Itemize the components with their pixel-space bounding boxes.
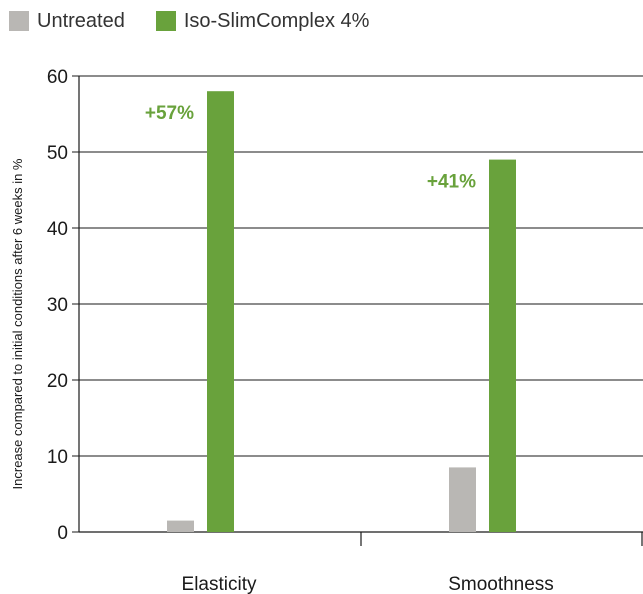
x-category-label-elasticity: Elasticity [182,574,257,594]
legend-label-iso-slimcomplex: Iso-SlimComplex 4% [183,9,370,32]
annotation-smoothness: +41% [427,172,476,193]
chart-legend: Untreated Iso-SlimComplex 4% [9,8,400,34]
y-tick-label-40: 40 [47,219,68,240]
bar-iso-slimcomplex-4-elasticity [207,91,234,532]
legend-item-untreated: Untreated [9,10,125,33]
annotation-elasticity: +57% [145,103,194,124]
legend-item-iso-slimcomplex: Iso-SlimComplex 4% [155,9,370,33]
y-tick-label-10: 10 [47,447,68,468]
legend-label-untreated: Untreated [37,9,125,32]
bar-untreated-smoothness [449,467,476,532]
bar-untreated-elasticity [167,520,194,532]
y-tick-label-20: 20 [47,371,68,392]
y-axis-label: Increase compared to initial conditions … [10,158,25,489]
legend-swatch-iso-slimcomplex [155,11,176,31]
legend-swatch-untreated [9,11,29,31]
y-tick-label-0: 0 [57,523,68,544]
y-tick-label-30: 30 [47,295,68,316]
bar-iso-slimcomplex-4-smoothness [489,159,516,532]
x-category-label-smoothness: Smoothness [448,574,554,594]
y-tick-label-60: 60 [47,67,68,88]
y-tick-label-50: 50 [47,143,68,164]
